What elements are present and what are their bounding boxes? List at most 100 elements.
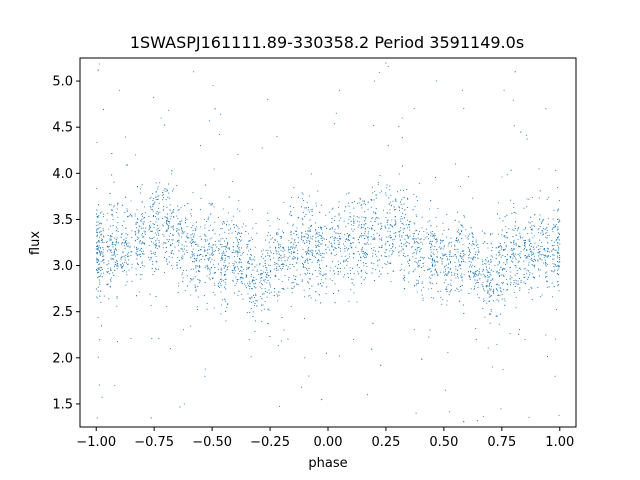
data-point: [395, 232, 397, 234]
data-point: [421, 256, 423, 259]
data-point: [214, 249, 216, 252]
data-point: [103, 258, 105, 260]
data-point: [370, 220, 372, 222]
data-point: [331, 226, 333, 229]
data-point: [275, 251, 277, 253]
data-point: [303, 318, 306, 320]
data-point: [525, 227, 527, 229]
data-point: [249, 297, 251, 299]
data-point: [117, 204, 119, 206]
data-point: [269, 246, 271, 248]
data-point: [488, 286, 490, 288]
data-point: [346, 264, 348, 266]
data-point: [240, 254, 242, 256]
data-point: [240, 232, 242, 234]
data-point: [116, 341, 119, 343]
data-point: [244, 283, 246, 285]
data-point: [103, 213, 105, 215]
data-point: [348, 248, 350, 250]
data-point: [320, 279, 322, 281]
data-point: [166, 206, 168, 208]
data-point: [529, 238, 531, 240]
data-point: [199, 235, 201, 237]
data-point: [337, 290, 340, 292]
data-point: [209, 270, 211, 272]
data-point: [446, 286, 448, 288]
data-point: [332, 246, 334, 248]
data-point: [352, 338, 355, 340]
data-point: [393, 209, 396, 211]
data-point: [127, 245, 129, 247]
data-point: [118, 89, 120, 91]
data-point: [431, 274, 433, 276]
data-point: [364, 220, 366, 222]
data-point: [302, 241, 304, 243]
data-point: [295, 230, 298, 232]
data-point: [288, 279, 290, 281]
data-point: [115, 242, 117, 244]
data-point: [503, 275, 505, 277]
data-point: [418, 243, 420, 245]
data-point: [514, 227, 516, 230]
data-point: [515, 296, 517, 298]
data-point: [457, 231, 459, 234]
data-point: [170, 218, 172, 220]
data-point: [423, 286, 425, 288]
data-point: [135, 233, 137, 235]
data-point: [557, 210, 559, 212]
data-point: [177, 209, 179, 211]
data-point: [545, 261, 547, 264]
data-point: [123, 255, 125, 257]
data-point: [206, 275, 208, 277]
data-point: [398, 206, 400, 208]
data-point: [376, 217, 378, 219]
data-point: [551, 245, 553, 247]
data-point: [248, 250, 250, 252]
data-point: [448, 263, 450, 265]
data-point: [237, 246, 239, 248]
data-point: [172, 242, 174, 245]
data-point: [321, 399, 323, 401]
data-point: [469, 233, 471, 235]
data-point: [152, 274, 154, 276]
data-point: [499, 290, 502, 292]
data-point: [184, 289, 186, 292]
data-point: [422, 297, 424, 299]
data-point: [547, 286, 549, 289]
data-point: [257, 274, 260, 276]
data-point: [433, 297, 435, 299]
data-point: [557, 269, 559, 271]
data-point: [461, 238, 463, 240]
data-point: [515, 280, 517, 282]
data-point: [302, 224, 304, 226]
y-tick-label: 2.0: [52, 351, 73, 366]
data-point: [372, 192, 374, 194]
data-point: [415, 253, 417, 255]
data-point: [541, 259, 543, 261]
data-point: [514, 221, 517, 223]
data-point: [103, 255, 105, 257]
data-point: [96, 259, 98, 261]
data-point: [112, 246, 114, 248]
data-point: [528, 244, 531, 246]
y-tick-label: 4.5: [52, 121, 73, 136]
data-point: [518, 267, 520, 270]
data-point: [302, 223, 304, 225]
data-point: [309, 236, 312, 238]
data-point: [186, 252, 188, 254]
data-point: [100, 325, 103, 327]
data-point: [352, 278, 354, 280]
data-point: [111, 254, 113, 256]
data-point: [217, 216, 220, 218]
data-point: [96, 228, 98, 230]
data-point: [98, 63, 100, 65]
data-point: [120, 256, 122, 259]
data-point: [532, 260, 534, 262]
data-point: [131, 215, 133, 217]
data-point: [356, 216, 358, 218]
data-point: [557, 257, 559, 259]
data-point: [212, 229, 214, 231]
data-point: [114, 237, 116, 239]
data-point: [190, 213, 192, 215]
data-point: [320, 273, 322, 275]
